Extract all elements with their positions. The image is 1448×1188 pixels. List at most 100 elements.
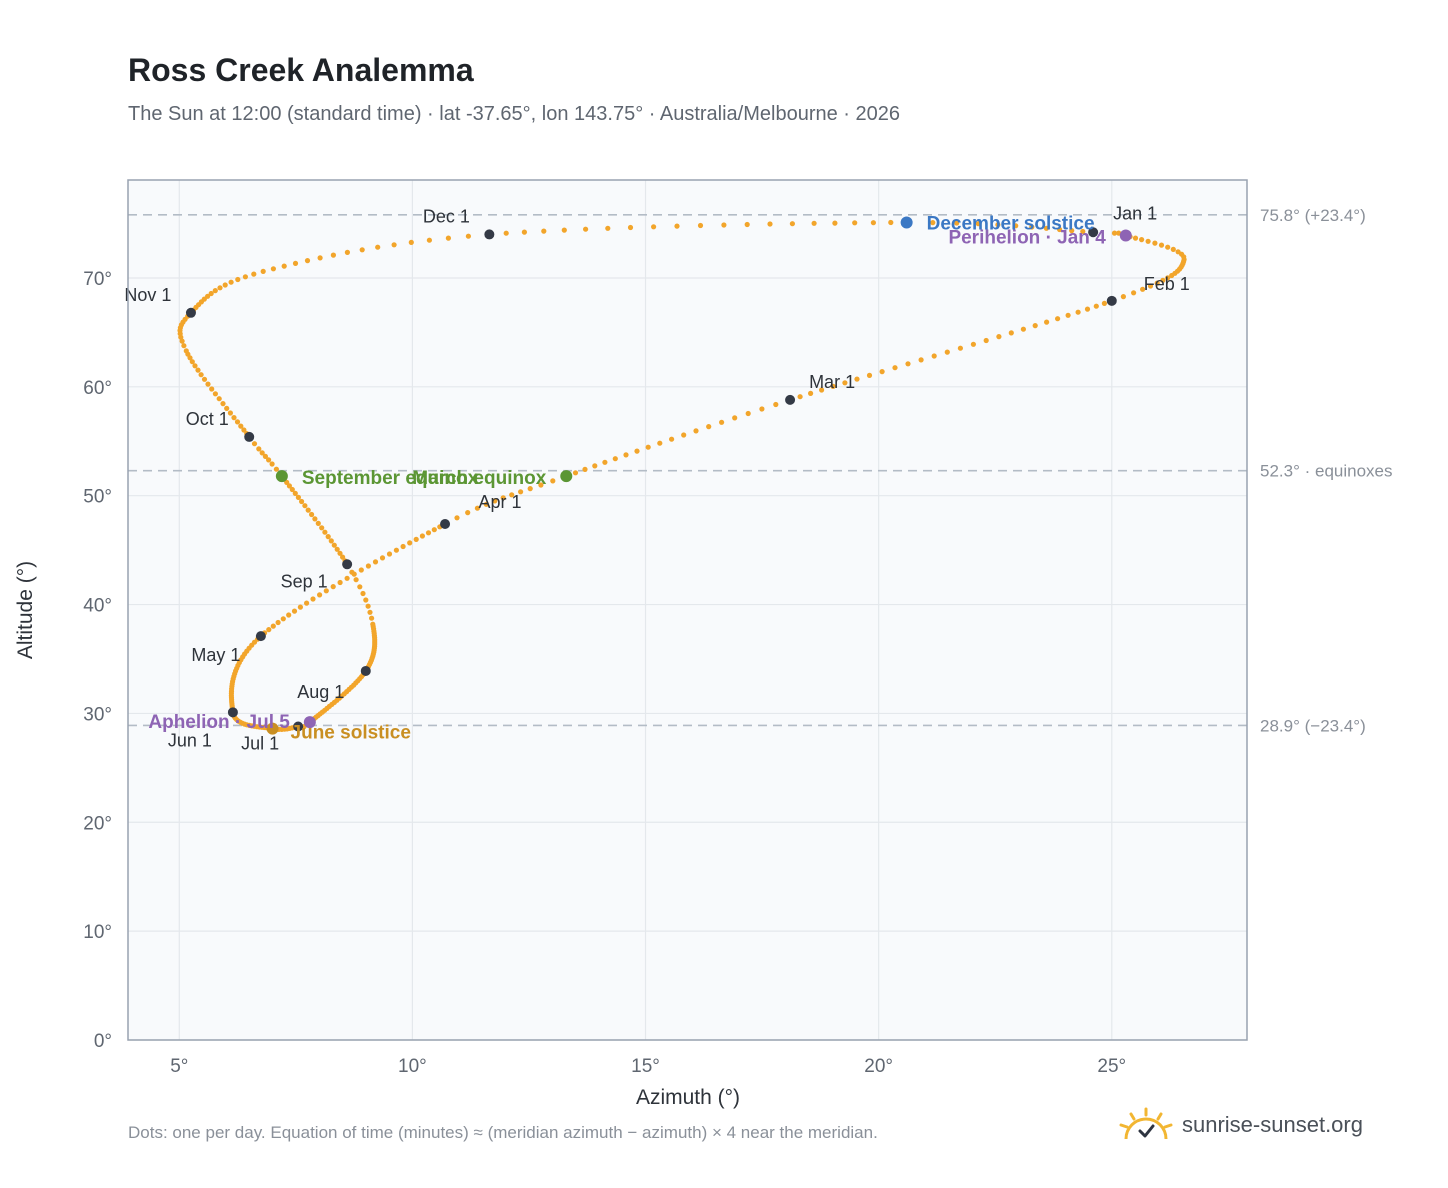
day-dot xyxy=(224,405,230,411)
day-dot xyxy=(337,550,343,556)
day-dot xyxy=(879,369,885,375)
event-label: March equinox xyxy=(412,468,547,489)
day-dot xyxy=(1158,242,1165,248)
day-dot xyxy=(238,423,244,429)
month-label: Jul 1 xyxy=(241,733,279,753)
day-dot xyxy=(842,380,848,386)
day-dot xyxy=(419,533,425,539)
month-marker xyxy=(255,631,266,642)
day-dot xyxy=(1008,330,1014,336)
day-dot xyxy=(349,569,355,575)
day-dot xyxy=(334,546,340,552)
day-dot xyxy=(212,288,218,294)
day-dot xyxy=(669,436,675,442)
day-dot xyxy=(866,372,873,378)
day-dot xyxy=(1020,326,1026,332)
day-dot xyxy=(892,365,898,371)
y-axis-label: Altitude (°) xyxy=(14,561,37,659)
day-dot xyxy=(198,372,204,378)
day-dot xyxy=(323,588,329,594)
day-dot xyxy=(292,260,299,266)
day-dot xyxy=(888,219,894,226)
day-dot xyxy=(681,432,687,438)
day-dot xyxy=(541,228,547,234)
day-dot xyxy=(572,470,579,476)
day-dot xyxy=(280,616,286,622)
day-dot xyxy=(582,466,588,472)
day-dot xyxy=(623,452,629,458)
day-dot xyxy=(1044,319,1050,325)
date-markers xyxy=(185,216,1132,735)
brand[interactable]: sunrise-sunset.org xyxy=(1118,1100,1363,1150)
day-dot xyxy=(344,249,350,255)
day-dot xyxy=(634,448,640,454)
day-dot xyxy=(1131,290,1137,296)
day-dot xyxy=(1132,235,1139,241)
day-dot xyxy=(370,621,376,627)
day-dot xyxy=(259,450,265,456)
day-dot xyxy=(400,543,406,550)
month-marker xyxy=(244,431,255,442)
day-dot xyxy=(1160,277,1166,283)
day-dot xyxy=(693,428,699,434)
day-dot xyxy=(509,492,515,498)
day-dot xyxy=(302,503,308,509)
day-dot xyxy=(340,554,346,560)
y-tick-label: 40° xyxy=(83,596,112,617)
month-label: Dec 1 xyxy=(423,206,470,226)
day-dot xyxy=(1093,303,1099,309)
day-dot xyxy=(483,501,489,507)
day-dot xyxy=(1120,294,1126,300)
day-dot xyxy=(970,341,977,347)
month-marker xyxy=(785,394,796,405)
day-dot xyxy=(181,343,187,349)
event-marker xyxy=(303,716,316,729)
day-dot xyxy=(789,221,796,227)
day-dot xyxy=(905,361,911,367)
day-dot xyxy=(291,608,298,614)
chart-subtitle: The Sun at 12:00 (standard time) · lat -… xyxy=(128,103,900,125)
day-dot xyxy=(854,376,860,382)
day-dot xyxy=(310,596,316,602)
day-dot xyxy=(201,376,208,382)
day-dot xyxy=(317,592,323,598)
day-dot xyxy=(369,615,375,621)
day-dot xyxy=(1165,275,1171,281)
month-marker xyxy=(1106,295,1117,306)
month-label: Sep 1 xyxy=(281,571,328,591)
day-dot xyxy=(983,337,989,344)
day-dot xyxy=(605,225,611,231)
day-dot xyxy=(365,563,371,569)
day-dot xyxy=(431,527,437,533)
day-dot xyxy=(954,220,960,226)
day-dot xyxy=(183,348,189,354)
month-label: Mar 1 xyxy=(809,372,855,392)
day-dot xyxy=(266,627,272,633)
event-label: September equinox xyxy=(302,468,479,489)
month-label: Feb 1 xyxy=(1144,274,1190,294)
day-dot xyxy=(1165,244,1171,250)
day-dot xyxy=(583,226,589,232)
day-dot xyxy=(315,520,321,527)
y-tick-label: 30° xyxy=(83,704,112,725)
day-dot xyxy=(227,410,233,416)
day-dot xyxy=(325,534,331,540)
day-dot xyxy=(1147,283,1154,289)
plot-area xyxy=(128,180,1247,1040)
day-dot xyxy=(1111,230,1118,236)
x-tick-label: 15° xyxy=(631,1056,660,1077)
day-dot xyxy=(317,255,323,261)
day-dot xyxy=(270,623,276,629)
day-dot xyxy=(367,609,373,615)
day-dot xyxy=(262,453,268,459)
month-marker xyxy=(1088,227,1099,238)
day-dot xyxy=(645,444,651,450)
day-dot xyxy=(832,220,838,226)
day-dot xyxy=(299,498,305,505)
day-dot xyxy=(773,401,779,408)
day-dot xyxy=(1075,309,1081,315)
day-dot xyxy=(365,603,371,609)
day-dot xyxy=(697,222,704,229)
day-dot xyxy=(391,242,397,248)
plot-frame xyxy=(127,179,1248,1041)
